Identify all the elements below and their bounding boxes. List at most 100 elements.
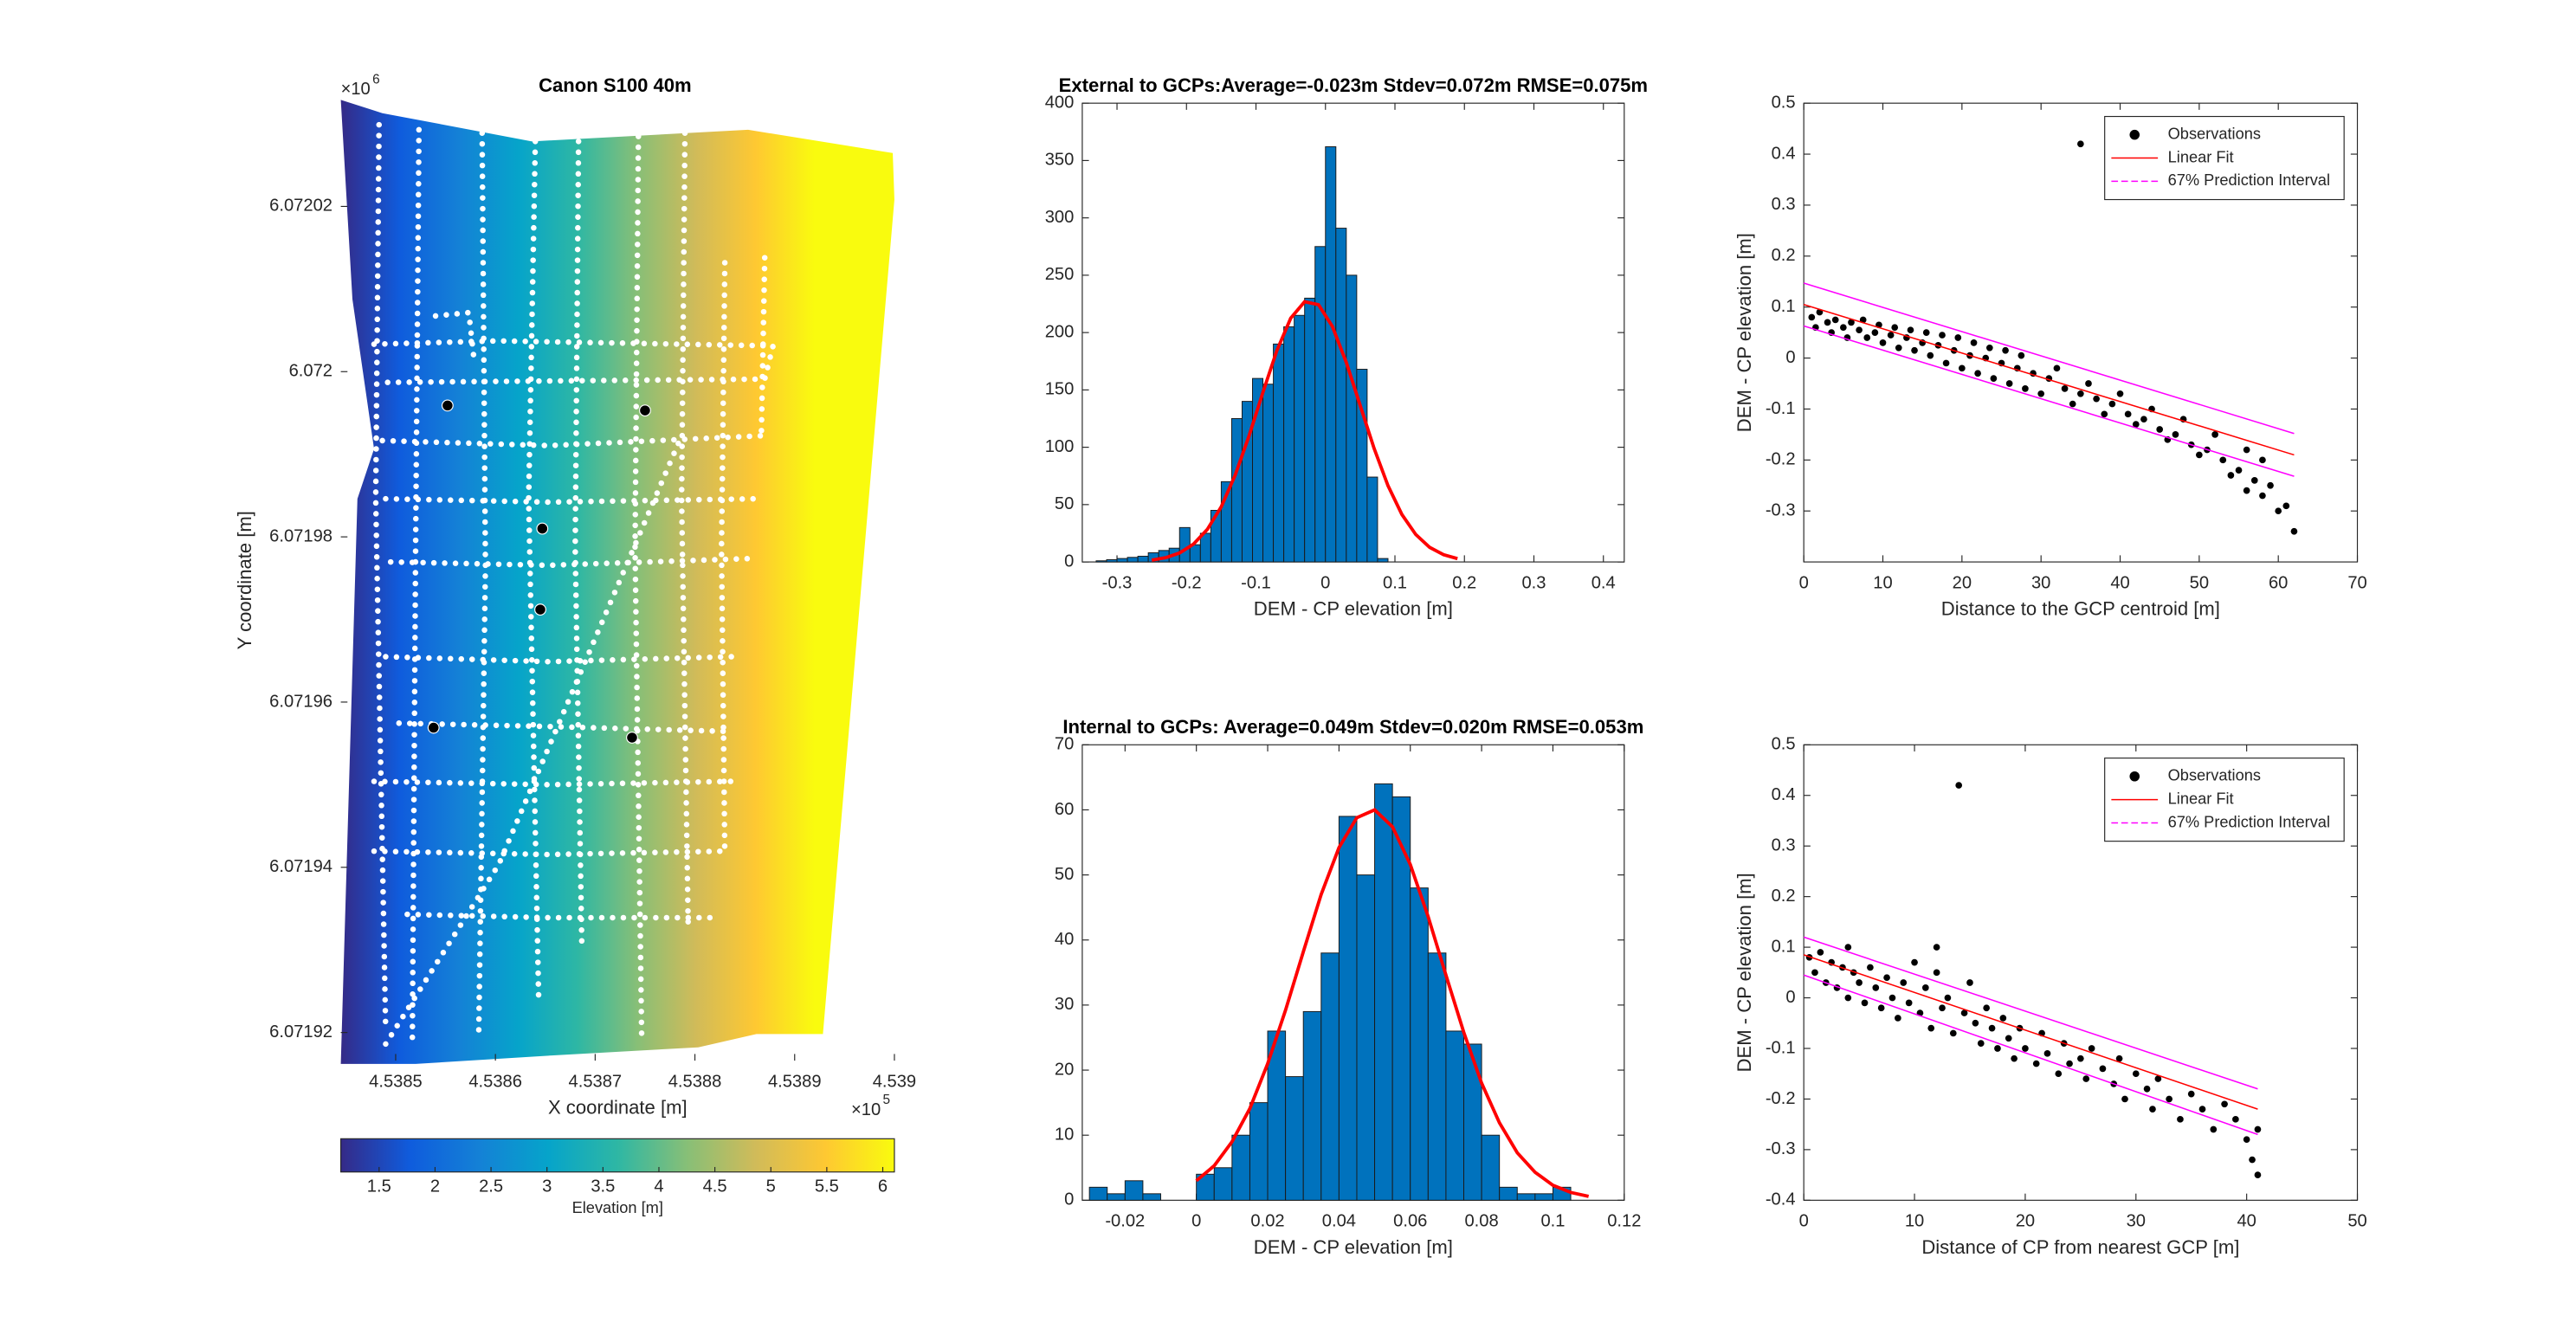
observation: [2221, 1100, 2228, 1108]
legend-label: Observations: [2168, 766, 2261, 784]
observation: [1891, 324, 1899, 332]
x-tick-label: 20: [2016, 1212, 2035, 1231]
bar: [1249, 1102, 1269, 1201]
y-tick-label: 0.1: [1772, 937, 1796, 956]
y-tick-label: 60: [1055, 800, 1074, 819]
x-axis-label: Distance to the GCP centroid [m]: [1941, 598, 2220, 620]
y-tick-label: 6.07198: [269, 526, 332, 545]
observation: [2077, 140, 2084, 148]
observation: [1877, 1004, 1885, 1012]
gcp-point: [639, 404, 651, 417]
bar: [1230, 418, 1243, 563]
observation: [1921, 984, 1929, 991]
legend-marker: [2129, 771, 2140, 782]
gcp-point: [427, 721, 440, 734]
observation: [2132, 421, 2140, 428]
observation: [1922, 329, 1930, 336]
observation: [2066, 1060, 2073, 1067]
x-tick-label: 4.5388: [668, 1072, 722, 1091]
observation: [2290, 527, 2298, 535]
x-tick-label: 0: [1799, 573, 1809, 592]
bar: [1366, 476, 1378, 563]
observation: [1983, 1004, 1990, 1012]
bar: [1088, 1186, 1108, 1201]
observation: [2232, 1115, 2239, 1123]
y-tick-label: 0: [1064, 551, 1074, 571]
y-tick-label: 70: [1055, 735, 1074, 754]
observation: [2011, 1054, 2018, 1062]
observation: [2211, 431, 2218, 438]
bar: [1294, 314, 1306, 563]
observation: [1933, 944, 1940, 951]
y-tick-label: 250: [1045, 265, 1075, 284]
x-axis-label: X coordinate [m]: [548, 1097, 688, 1119]
x-tick-label: 40: [2237, 1212, 2256, 1231]
bar: [1499, 1186, 1518, 1201]
bar: [1427, 952, 1447, 1201]
observation: [1949, 1029, 1957, 1037]
observation: [1863, 334, 1871, 341]
bar: [1213, 1167, 1233, 1201]
x-tick-label: 4.5387: [569, 1072, 623, 1091]
gcp-point: [626, 732, 638, 744]
y-tick-label: -0.2: [1766, 450, 1796, 469]
observation: [2259, 456, 2266, 464]
observation: [2235, 467, 2243, 474]
x-tick-label: 0.04: [1322, 1212, 1356, 1231]
observation: [1895, 1015, 1901, 1022]
observation: [2088, 1045, 2095, 1052]
bar: [1106, 558, 1118, 563]
observation: [1988, 1024, 1996, 1032]
x-tick-label: 0.02: [1250, 1212, 1284, 1231]
observation: [2121, 1095, 2128, 1103]
prediction-bound: [1803, 974, 2258, 1136]
y-tick-label: 40: [1055, 930, 1074, 949]
x-tick-label: 4.5389: [768, 1072, 822, 1091]
observation: [1933, 969, 1940, 977]
gcp-point: [536, 522, 549, 535]
observation: [1985, 344, 1993, 351]
observation: [1955, 782, 1963, 789]
colorbar-tick-label: 3: [542, 1177, 552, 1196]
observation: [2149, 1106, 2156, 1112]
y-tick-label: -0.3: [1766, 1139, 1796, 1158]
x-tick-label: 0: [1191, 1212, 1201, 1231]
x-tick-label: 60: [2269, 573, 2288, 592]
observation: [1990, 375, 1998, 382]
observation: [2082, 1075, 2090, 1082]
y-tick-label: 6.072: [289, 362, 332, 381]
observation: [1879, 339, 1887, 346]
x-tick-label: 4.5385: [369, 1072, 423, 1091]
map-title: Canon S100 40m: [539, 74, 692, 96]
observation: [1831, 316, 1839, 324]
legend-label: 67% Prediction Interval: [2168, 171, 2330, 189]
observation: [2022, 1045, 2029, 1052]
y-exponent-base: ×10: [341, 80, 371, 99]
observation: [1861, 999, 1869, 1007]
bar: [1346, 274, 1358, 563]
x-tick-label: 0.3: [1521, 573, 1546, 592]
observation: [1848, 319, 1855, 326]
bar: [1481, 1134, 1501, 1201]
x-tick-label: 0.12: [1607, 1212, 1641, 1231]
observation: [2055, 1070, 2063, 1078]
observation: [2275, 507, 2282, 515]
x-tick-label: 0.1: [1383, 573, 1407, 592]
observation: [2022, 385, 2029, 392]
bar: [1142, 1193, 1161, 1201]
y-tick-label: -0.2: [1766, 1089, 1796, 1108]
x-tick-label: 0.08: [1464, 1212, 1498, 1231]
bar: [1377, 558, 1389, 563]
observation: [2002, 346, 2009, 354]
y-tick-label: 400: [1045, 93, 1075, 112]
colorbar-tick-label: 3.5: [591, 1177, 615, 1196]
observation: [2243, 446, 2250, 454]
observation: [1911, 346, 1918, 354]
x-tick-label: 70: [2347, 573, 2366, 592]
observation: [2166, 1095, 2172, 1103]
observation: [1883, 974, 1890, 982]
observation: [1970, 339, 1978, 346]
observation: [2259, 492, 2266, 500]
observation: [2124, 410, 2132, 418]
